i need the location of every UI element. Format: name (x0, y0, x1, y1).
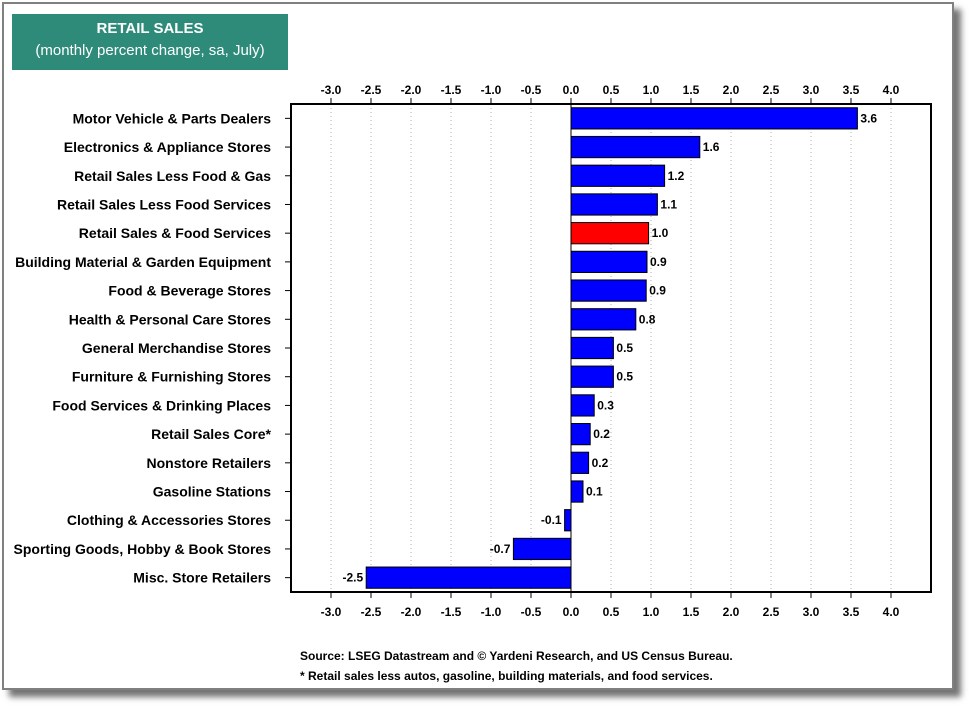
bar-value-label: 0.8 (639, 312, 656, 326)
bar-value-label: 3.6 (860, 111, 877, 125)
category-label: Building Material & Garden Equipment (15, 254, 271, 270)
x-tick-label-top: 3.0 (803, 83, 820, 97)
bar-value-label: 0.9 (649, 284, 666, 298)
x-tick-label-top: 0.0 (563, 83, 580, 97)
bar-value-label: 0.2 (592, 456, 609, 470)
bar (570, 279, 647, 302)
x-tick-label-top: 2.0 (723, 83, 740, 97)
category-label: Sporting Goods, Hobby & Book Stores (14, 541, 272, 557)
category-label: Electronics & Appliance Stores (64, 139, 271, 155)
x-tick-label-bottom: 0.5 (603, 605, 620, 619)
bar (570, 222, 650, 245)
x-tick-label-bottom: 3.0 (803, 605, 820, 619)
bar (570, 394, 595, 417)
x-tick-label-bottom: -3.0 (321, 605, 342, 619)
category-label: Food Services & Drinking Places (52, 397, 271, 413)
bar (570, 422, 591, 446)
category-label: Food & Beverage Stores (108, 283, 271, 299)
x-tick-label-top: -1.5 (441, 83, 462, 97)
x-tick-label-top: 2.5 (763, 83, 780, 97)
category-label: Retail Sales & Food Services (79, 225, 271, 241)
x-tick-label-top: -2.0 (401, 83, 422, 97)
x-tick-label-top: 4.0 (883, 83, 900, 97)
bar (570, 135, 701, 159)
bar-value-label: 0.5 (616, 341, 633, 355)
bar-value-label: 1.6 (703, 140, 720, 154)
category-label: Retail Sales Core* (151, 426, 271, 442)
bar (570, 250, 648, 274)
bar-value-label: -2.5 (343, 571, 364, 585)
x-tick-label-bottom: 1.5 (683, 605, 700, 619)
category-label: Clothing & Accessories Stores (67, 512, 271, 528)
title-box: RETAIL SALES (monthly percent change, sa… (12, 14, 288, 70)
category-label: General Merchandise Stores (82, 340, 271, 356)
category-label: Health & Personal Care Stores (69, 311, 272, 327)
x-tick-label-bottom: -1.5 (441, 605, 462, 619)
x-tick-label-top: 3.5 (843, 83, 860, 97)
source-note: Source: LSEG Datastream and © Yardeni Re… (300, 649, 733, 663)
x-tick-label-top: 0.5 (603, 83, 620, 97)
bar (512, 537, 572, 561)
bar-value-label: -0.7 (490, 542, 511, 556)
bar (570, 480, 584, 503)
chart-subtitle: (monthly percent change, sa, July) (35, 42, 265, 59)
bar (570, 308, 637, 331)
bar (570, 193, 658, 216)
x-tick-label-top: -3.0 (321, 83, 342, 97)
x-tick-label-top: -1.0 (481, 83, 502, 97)
x-tick-label-bottom: 0.0 (563, 605, 580, 619)
bar-value-label: 0.3 (597, 398, 614, 412)
bar (365, 566, 572, 589)
x-tick-label-top: 1.5 (683, 83, 700, 97)
bar-value-label: 0.2 (593, 427, 610, 441)
x-tick-label-top: -0.5 (521, 83, 542, 97)
category-label: Motor Vehicle & Parts Dealers (73, 110, 272, 126)
bar (570, 365, 614, 388)
x-tick-label-bottom: -2.5 (361, 605, 382, 619)
bar-value-label: 1.1 (660, 197, 677, 211)
x-tick-label-bottom: 4.0 (883, 605, 900, 619)
bar (564, 509, 572, 532)
x-tick-label-top: 1.0 (643, 83, 660, 97)
chart-notes: Source: LSEG Datastream and © Yardeni Re… (300, 646, 733, 686)
x-tick-label-bottom: -0.5 (521, 605, 542, 619)
x-tick-label-bottom: 2.5 (763, 605, 780, 619)
x-tick-label-bottom: -2.0 (401, 605, 422, 619)
category-label: Misc. Store Retailers (133, 570, 271, 586)
chart-title: RETAIL SALES (96, 20, 204, 37)
bar-value-label: 0.9 (650, 255, 667, 269)
category-label: Furniture & Furnishing Stores (72, 369, 271, 385)
x-tick-label-bottom: -1.0 (481, 605, 502, 619)
bar (570, 451, 590, 474)
category-label: Retail Sales Less Food & Gas (74, 168, 271, 184)
bar-value-label: 0.5 (616, 370, 633, 384)
bar-value-label: 1.0 (652, 226, 669, 240)
bar-value-label: 0.1 (586, 485, 603, 499)
x-tick-label-bottom: 1.0 (643, 605, 660, 619)
category-label: Retail Sales Less Food Services (57, 196, 271, 212)
footnote: * Retail sales less autos, gasoline, bui… (300, 669, 713, 683)
plot-border (290, 103, 932, 593)
bar (570, 336, 614, 360)
x-tick-label-top: -2.5 (361, 83, 382, 97)
bar-value-label: -0.1 (541, 513, 562, 527)
category-label: Nonstore Retailers (147, 455, 272, 471)
bar-value-label: 1.2 (668, 169, 685, 183)
x-tick-label-bottom: 3.5 (843, 605, 860, 619)
bar (570, 164, 666, 187)
bar (570, 107, 858, 130)
category-label: Gasoline Stations (153, 484, 271, 500)
x-tick-label-bottom: 2.0 (723, 605, 740, 619)
